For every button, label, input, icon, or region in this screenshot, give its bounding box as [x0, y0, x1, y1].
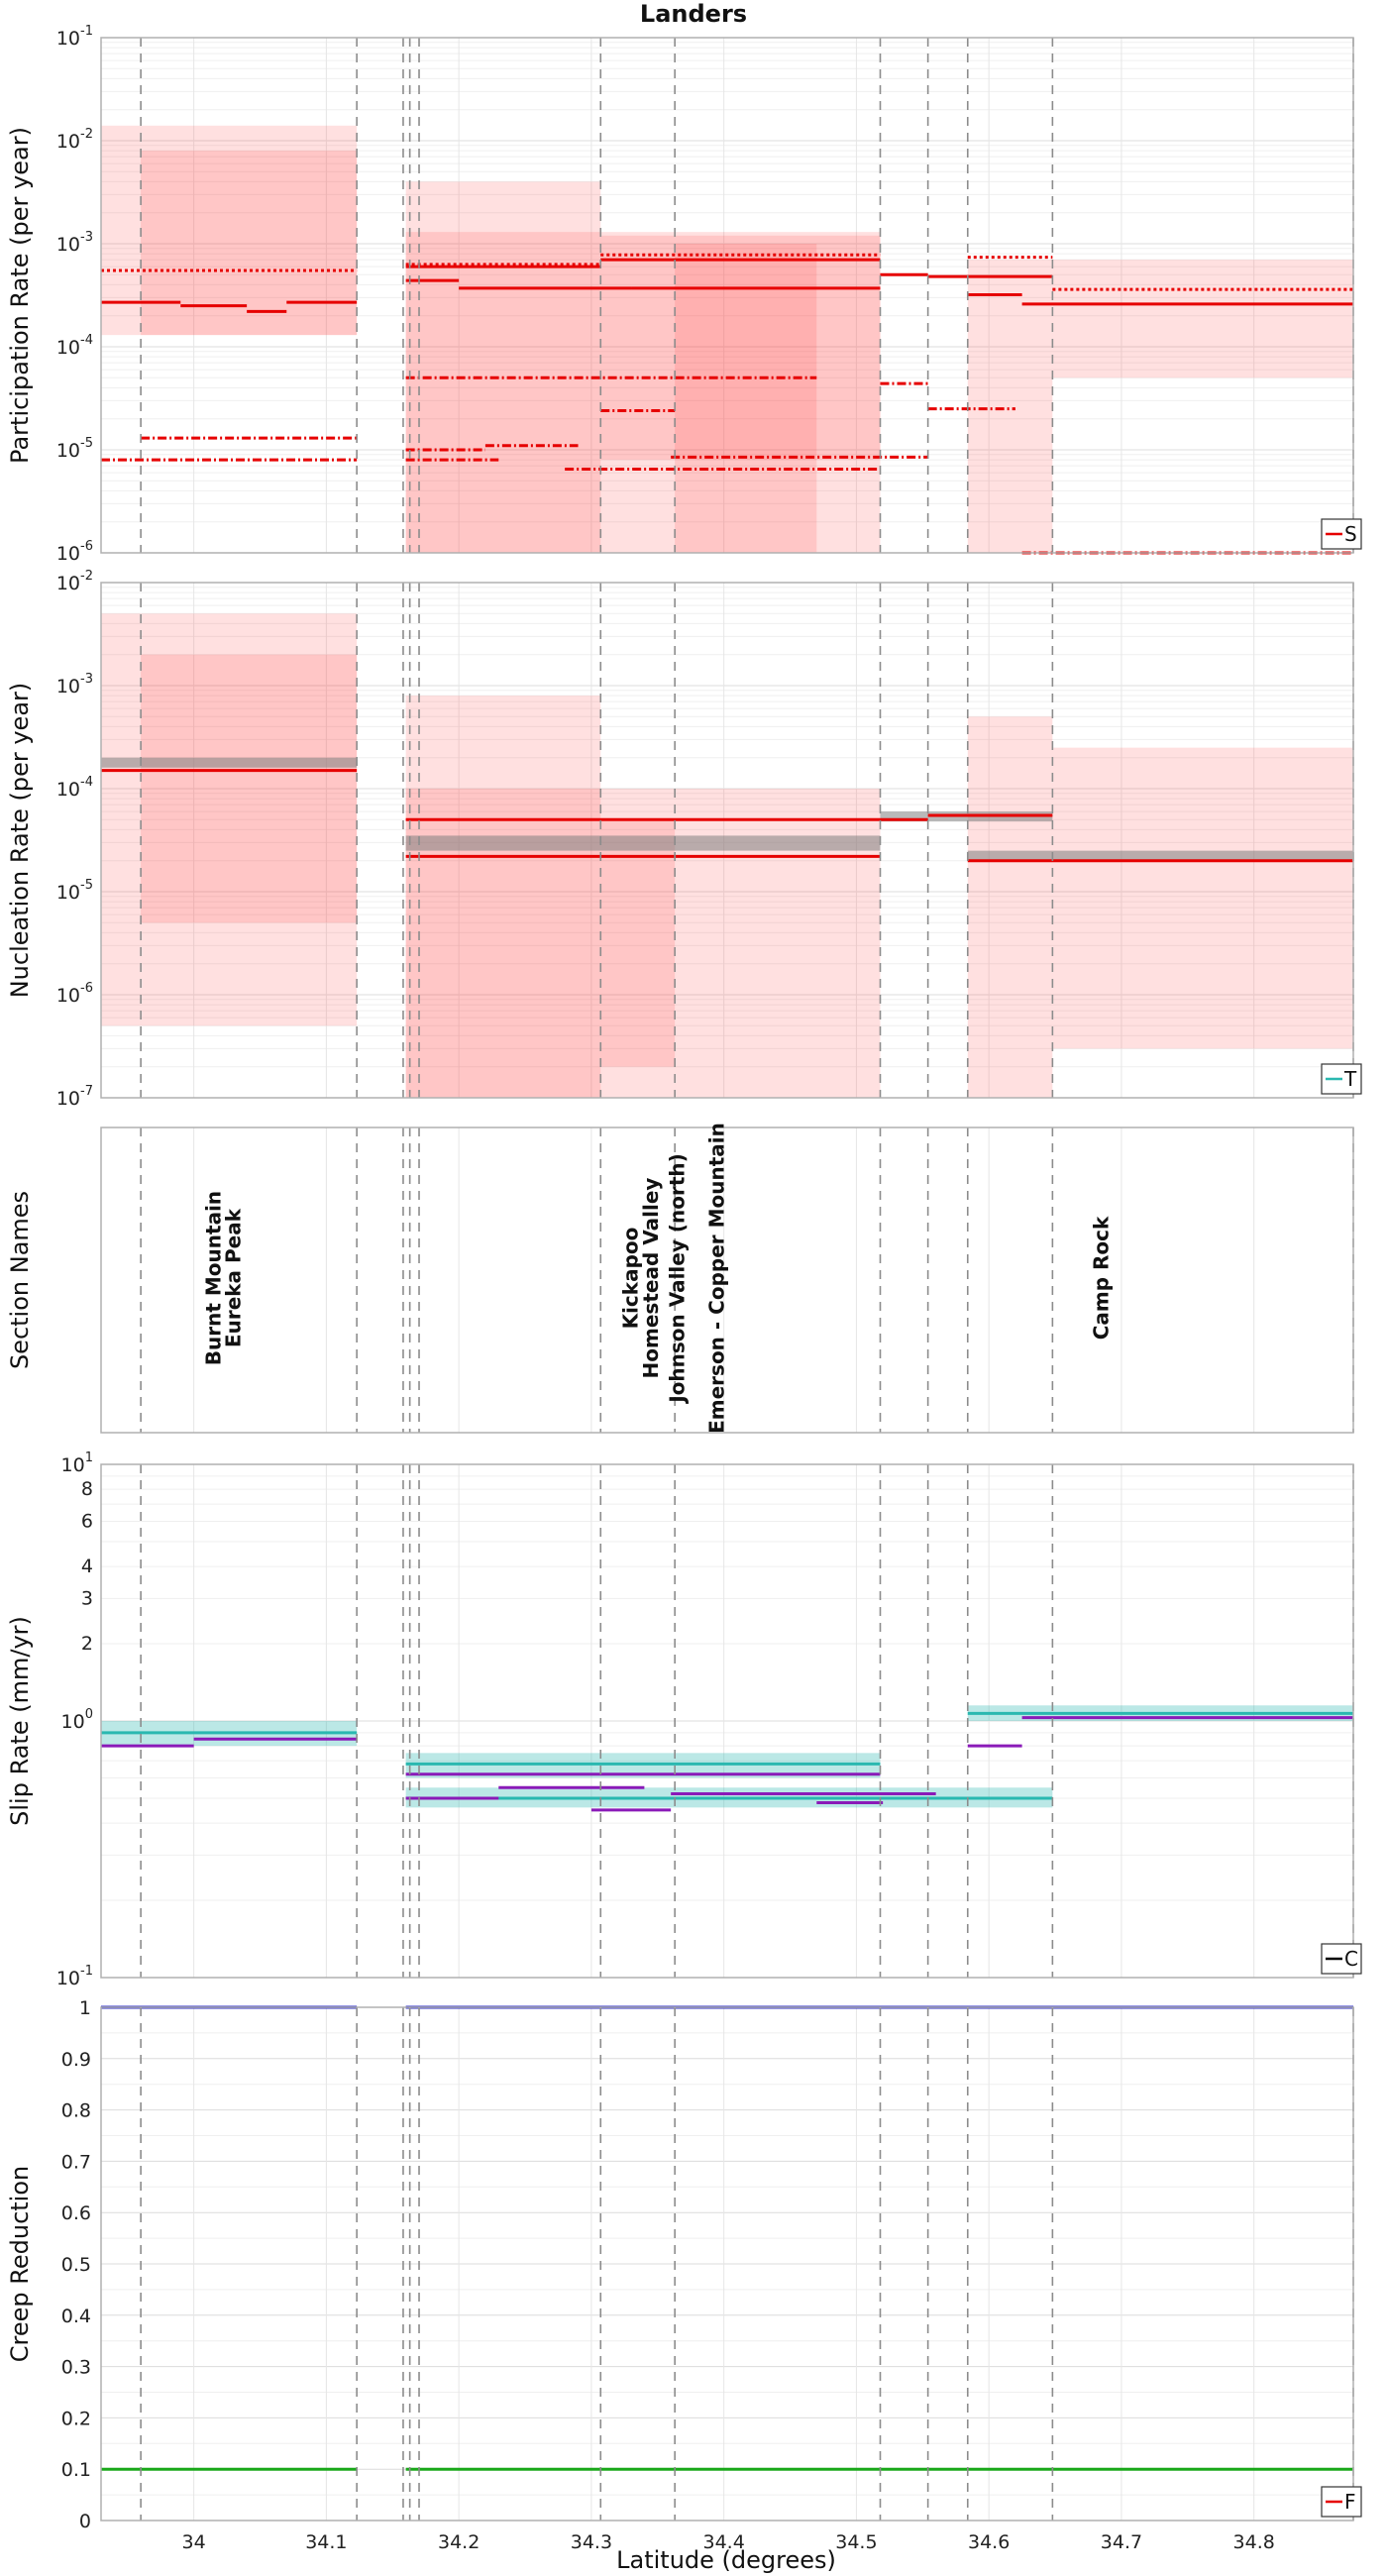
y-tick-label: 10-5 [56, 878, 93, 904]
mean-band [101, 757, 358, 768]
uncertainty-band [405, 181, 601, 554]
y-minor-tick-label: 3 [81, 1587, 93, 1609]
plot-frame [100, 582, 1354, 1099]
y-tick-label: 0.8 [61, 2100, 91, 2122]
x-tick-label: 34.2 [438, 2531, 480, 2553]
y-tick-label: 0 [79, 2511, 91, 2532]
x-tick-label: 34.1 [305, 2531, 347, 2553]
y-tick-label: 10-6 [56, 981, 93, 1007]
section-name-label: Emerson - Copper Mountain [705, 1123, 729, 1434]
y-tick-label: 101 [61, 1450, 93, 1476]
panel-creep: 0 0.1 0.2 0.3 0.4 0.5 0.6 0.7 0.8 0.9 1 Creep Reduc… [6, 1997, 1362, 2553]
y-tick-label: 10-3 [56, 230, 93, 256]
uncertainty-band [1052, 747, 1353, 1049]
y-tick-label: 10-1 [56, 24, 93, 50]
y-tick-label: 10-5 [56, 436, 93, 462]
y-tick-label: 10-2 [56, 569, 93, 594]
chart-title: Landers [640, 0, 747, 28]
y-tick-label: 10-2 [56, 127, 93, 153]
uncertainty-band [600, 819, 676, 1067]
y-tick-label: 0.5 [61, 2254, 91, 2276]
y-axis-label: Participation Rate (per year) [6, 127, 34, 464]
mean-band [405, 835, 881, 851]
x-tick-label: 34 [182, 2531, 206, 2553]
legend-label: C [1344, 1947, 1358, 1971]
y-tick-label: 10-4 [56, 333, 93, 359]
y-minor-tick-label: 8 [81, 1478, 93, 1500]
x-tick-label: 34.8 [1233, 2531, 1275, 2553]
y-tick-label: 100 [61, 1707, 93, 1733]
y-minor-tick-label: 2 [81, 1633, 93, 1655]
x-tick-label: 34.4 [702, 2531, 744, 2553]
y-tick-label: 10-6 [56, 539, 93, 565]
section-name-label: Homestead Valley [639, 1178, 663, 1379]
y-axis-label: Section Names [6, 1191, 34, 1369]
y-tick-label: 10-1 [56, 1964, 93, 1989]
plot-frame [100, 1463, 1354, 1979]
y-minor-tick-label: 4 [81, 1556, 93, 1577]
uncertainty-band [405, 232, 881, 553]
section-name-label: Burnt Mountain [201, 1191, 225, 1365]
uncertainty-band [141, 654, 358, 923]
y-tick-label: 1 [79, 1997, 91, 2019]
y-tick-label: 10-4 [56, 775, 93, 801]
uncertainty-band [141, 151, 358, 336]
y-axis-label: Nucleation Rate (per year) [6, 683, 34, 999]
plot-frame [100, 2006, 1354, 2522]
y-tick-label: 10-7 [56, 1084, 93, 1110]
y-axis-label: Slip Rate (mm/yr) [6, 1616, 34, 1826]
y-tick-label: 0.9 [61, 2049, 91, 2071]
section-name-label: Kickapoo [619, 1228, 643, 1330]
y-minor-tick-label: 6 [81, 1510, 93, 1532]
x-tick-label: 34.3 [571, 2531, 612, 2553]
y-tick-label: 0.6 [61, 2202, 91, 2224]
y-tick-label: 0.2 [61, 2408, 91, 2429]
uncertainty-band [967, 260, 1053, 553]
plot-frame [100, 1127, 1354, 1434]
x-tick-label: 34.7 [1101, 2531, 1142, 2553]
panel-participation: 10-1 10-2 10-3 10-4 10-5 10-6 Participation Ra… [6, 24, 1362, 565]
legend-label: T [1343, 1067, 1357, 1091]
x-tick-label: 34.6 [968, 2531, 1010, 2553]
legend-label: F [1344, 2490, 1356, 2514]
y-tick-label: 0.4 [61, 2306, 91, 2327]
x-axis-label: Latitude (degrees) [616, 2546, 836, 2574]
legend-label: S [1344, 522, 1357, 546]
y-tick-label: 10-3 [56, 672, 93, 698]
uncertainty-band [405, 696, 601, 1098]
section-name-label: Eureka Peak [221, 1208, 245, 1347]
y-tick-label: 0.1 [61, 2459, 91, 2481]
uncertainty-band [1052, 260, 1353, 378]
section-name-label: Johnson Valley (north) [666, 1153, 690, 1405]
uncertainty-band [967, 716, 1053, 1098]
x-tick-label: 34.5 [835, 2531, 877, 2553]
y-tick-label: 0.3 [61, 2357, 91, 2379]
y-tick-label: 0.7 [61, 2151, 91, 2173]
panel-nucleation: 10-2 10-3 10-4 10-5 10-6 10-7 Nucleation Rate … [6, 569, 1362, 1110]
panels: 10-1 10-2 10-3 10-4 10-5 10-6 Participation Ra… [6, 24, 1362, 2553]
uncertainty-band [101, 125, 358, 336]
y-axis-label: Creep Reduction [6, 2166, 34, 2362]
uncertainty-band [101, 613, 358, 1026]
panel-sliprate: 101 100 10-1 8 6 4 3 2 Slip Rate (mm/yr) C [6, 1450, 1362, 1989]
section-name-label: Camp Rock [1090, 1216, 1114, 1340]
uncertainty-band [600, 235, 881, 461]
plot-frame [100, 37, 1354, 554]
uncertainty-band [675, 244, 817, 553]
mean-band [967, 850, 1353, 861]
